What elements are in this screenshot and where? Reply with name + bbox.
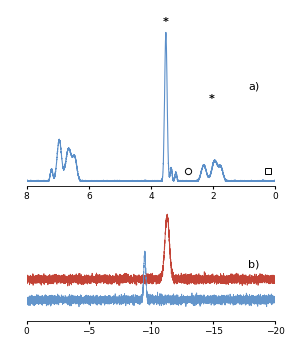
Text: b): b) [248, 260, 259, 270]
Text: a): a) [248, 82, 259, 92]
X-axis label: δ/ppm: δ/ppm [134, 202, 168, 213]
Text: *: * [209, 95, 215, 104]
Text: *: * [163, 18, 169, 27]
